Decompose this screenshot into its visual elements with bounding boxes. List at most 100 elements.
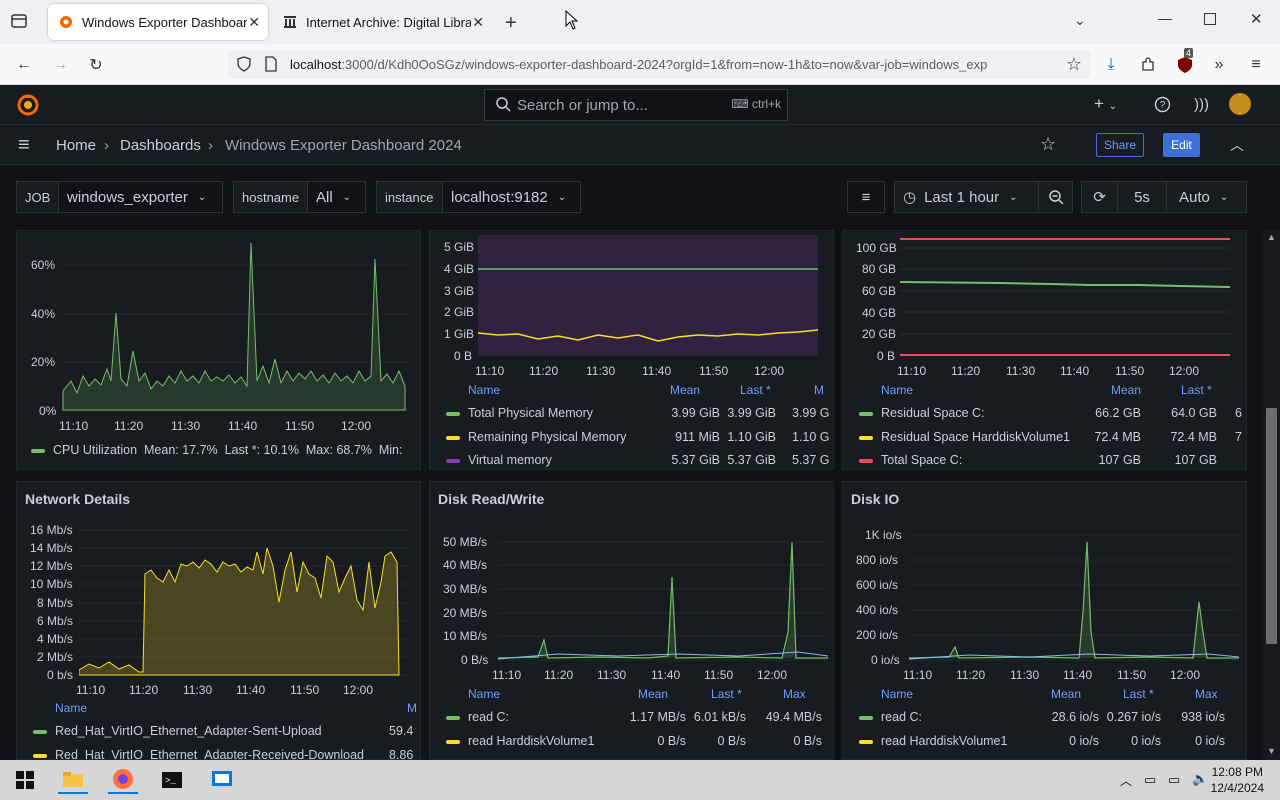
panel-title[interactable]: Disk Read/Write — [438, 491, 545, 507]
refresh-mode-select[interactable]: Auto ⌄ — [1166, 181, 1247, 213]
legend-header-max[interactable]: M — [814, 383, 824, 397]
panel-title[interactable]: Network Details — [25, 491, 131, 507]
minimize-icon[interactable]: — — [1158, 10, 1172, 26]
refresh-button[interactable]: ⟳ — [1081, 181, 1118, 213]
legend-row[interactable]: read C: 1.17 MB/s 6.01 kB/s 49.4 MB/s — [446, 710, 833, 724]
legend-row[interactable]: Residual Space C: 66.2 GB 64.0 GB 6 — [859, 406, 1246, 420]
panel-list-button[interactable]: ≡ — [847, 181, 885, 213]
add-icon[interactable]: + ⌄ — [1094, 94, 1118, 113]
legend-header-max[interactable]: Max — [1195, 687, 1218, 701]
disk-space-panel[interactable]: 100 GB 80 GB 60 GB 40 GB 20 GB 0 B 11:10… — [842, 230, 1247, 470]
back-icon[interactable]: ← — [16, 56, 32, 73]
star-dashboard-icon[interactable]: ☆ — [1040, 134, 1057, 154]
cpu-utilization-panel[interactable]: 60% 40% 20% 0% 11:10 11:20 11:30 11:40 1… — [16, 230, 421, 470]
legend-row[interactable]: Total Space C: 107 GB 107 GB — [859, 453, 1246, 467]
disk-read-write-panel[interactable]: Disk Read/Write 50 MB/s 40 MB/s 30 MB/s … — [429, 481, 834, 760]
search-input[interactable]: Search or jump to... ⌨ ctrl+k — [484, 89, 788, 121]
extensions-icon[interactable] — [1137, 54, 1159, 76]
reload-icon[interactable]: ↻ — [89, 57, 103, 74]
restore-icon[interactable] — [1204, 13, 1216, 25]
legend-row[interactable]: Remaining Physical Memory 911 MiB 1.10 G… — [446, 430, 833, 444]
forward-icon[interactable]: → — [52, 56, 68, 73]
taskbar-clock[interactable]: 12:08 PM 12/4/2024 — [1211, 764, 1264, 796]
network-details-panel[interactable]: Network Details 16 Mb/s 14 Mb/s 12 Mb/s … — [16, 481, 421, 760]
breadcrumb-home[interactable]: Home — [56, 137, 97, 154]
bookmark-star-icon[interactable]: ☆ — [1065, 54, 1082, 74]
scroll-up-icon[interactable]: ▲ — [1267, 232, 1276, 242]
edit-button[interactable]: Edit — [1163, 133, 1200, 157]
legend-row[interactable]: Total Physical Memory 3.99 GiB 3.99 GiB … — [446, 406, 833, 420]
legend-row[interactable]: Red_Hat_VirtIO_Ethernet_Adapter-Sent-Upl… — [33, 724, 420, 738]
file-explorer-icon[interactable] — [58, 766, 88, 794]
display-tray-icon[interactable]: ▭ — [1168, 772, 1181, 787]
grafana-logo-icon[interactable] — [16, 93, 40, 122]
legend-header-last[interactable]: Last * — [1123, 687, 1154, 701]
cpu-legend[interactable]: CPU Utilization Mean: 17.7% Last *: 10.1… — [31, 443, 402, 457]
legend-header-last[interactable]: Last * — [740, 383, 771, 397]
legend-header-last[interactable]: Last * — [1181, 383, 1212, 397]
terminal-icon[interactable]: >_ — [157, 766, 187, 794]
legend-header-name[interactable]: Name — [881, 687, 914, 701]
url-text[interactable]: localhost:3000/d/Kdh0OoSGz/windows-expor… — [290, 57, 1055, 72]
legend-row[interactable]: read C: 28.6 io/s 0.267 io/s 938 io/s — [859, 710, 1246, 724]
x-tick: 11:10 — [475, 364, 505, 378]
list-all-tabs-icon[interactable]: ⌄ — [1074, 12, 1086, 28]
legend-row[interactable]: Virtual memory 5.37 GiB 5.37 GiB 5.37 G — [446, 453, 833, 467]
ublock-extension-icon[interactable]: 4 — [1174, 48, 1196, 76]
shield-icon[interactable] — [236, 56, 252, 77]
close-tab-icon[interactable]: ✕ — [248, 13, 260, 30]
hamburger-menu-icon[interactable]: ≡ — [1251, 56, 1261, 73]
legend-header-name[interactable]: Name — [468, 687, 501, 701]
scroll-down-icon[interactable]: ▼ — [1267, 746, 1276, 756]
instance-variable-select[interactable]: localhost:9182 ⌄ — [442, 181, 581, 213]
legend-header-name[interactable]: Name — [55, 701, 88, 715]
legend-row[interactable]: Residual Space HarddiskVolume1 72.4 MB 7… — [859, 430, 1246, 444]
menu-toggle-icon[interactable]: ≡ — [18, 134, 30, 156]
tab-list-icon[interactable] — [10, 12, 30, 32]
legend-header-mean[interactable]: Mean — [670, 383, 701, 397]
job-variable-select[interactable]: windows_exporter ⌄ — [58, 181, 223, 213]
scrollbar-thumb[interactable] — [1266, 408, 1277, 644]
legend-header-mean[interactable]: Mean — [1051, 687, 1082, 701]
legend-header-max[interactable]: Max — [783, 687, 806, 701]
overflow-menu-icon[interactable]: » — [1214, 56, 1224, 73]
legend-row[interactable]: Red_Hat_VirtIO_Ethernet_Adapter-Received… — [33, 748, 420, 759]
address-bar[interactable]: localhost:3000/d/Kdh0OoSGz/windows-expor… — [228, 50, 1090, 79]
legend-header-max[interactable]: M — [407, 701, 417, 715]
memory-panel[interactable]: 5 GiB 4 GiB 3 GiB 2 GiB 1 GiB 0 B 11:10 … — [429, 230, 834, 470]
downloads-icon[interactable]: ⤓ — [1107, 56, 1115, 73]
new-tab-icon[interactable]: + — [505, 12, 517, 34]
network-tray-icon[interactable]: ▭ — [1144, 772, 1157, 787]
tab-grafana-dashboard[interactable]: Windows Exporter Dashboard 2 ✕ — [48, 4, 268, 40]
volume-muted-icon[interactable]: 🔈 — [1192, 771, 1209, 786]
help-icon[interactable]: ? — [1154, 96, 1171, 118]
user-avatar[interactable] — [1229, 93, 1251, 115]
time-range-picker[interactable]: ◷ Last 1 hour ⌄ — [894, 181, 1039, 213]
breadcrumb-dashboards[interactable]: Dashboards — [120, 137, 201, 154]
legend-row[interactable]: read HarddiskVolume1 0 io/s 0 io/s 0 io/… — [859, 734, 1246, 748]
page-info-icon[interactable] — [264, 56, 278, 77]
show-hidden-icons[interactable]: ︿ — [1120, 774, 1133, 788]
tab-internet-archive[interactable]: Internet Archive: Digital Library ✕ — [272, 4, 492, 40]
legend-header-mean[interactable]: Mean — [638, 687, 669, 701]
news-feed-icon[interactable]: ))) — [1194, 96, 1209, 113]
close-tab-icon[interactable]: ✕ — [472, 13, 484, 30]
zoom-out-button[interactable] — [1038, 181, 1073, 213]
close-window-icon[interactable]: ✕ — [1250, 11, 1263, 28]
remote-desktop-icon[interactable] — [207, 766, 237, 794]
start-button[interactable] — [10, 766, 40, 794]
legend-header-name[interactable]: Name — [881, 383, 914, 397]
legend-header-mean[interactable]: Mean — [1111, 383, 1142, 397]
hostname-variable-select[interactable]: All ⌄ — [307, 181, 366, 213]
share-button[interactable]: Share — [1096, 133, 1144, 157]
legend-header-name[interactable]: Name — [468, 383, 501, 397]
firefox-icon[interactable] — [108, 766, 138, 794]
legend-row[interactable]: read HarddiskVolume1 0 B/s 0 B/s 0 B/s — [446, 734, 833, 748]
refresh-interval-value[interactable]: 5s — [1117, 181, 1167, 213]
disk-io-panel[interactable]: Disk IO 1K io/s 800 io/s 600 io/s 400 io… — [842, 481, 1247, 760]
browser-tab-bar: Windows Exporter Dashboard 2 ✕ Internet … — [0, 0, 1280, 44]
collapse-icon[interactable]: ︿ — [1230, 137, 1244, 153]
page-scrollbar[interactable]: ▲ ▼ — [1263, 230, 1280, 760]
legend-header-last[interactable]: Last * — [711, 687, 742, 701]
panel-title[interactable]: Disk IO — [851, 491, 900, 507]
